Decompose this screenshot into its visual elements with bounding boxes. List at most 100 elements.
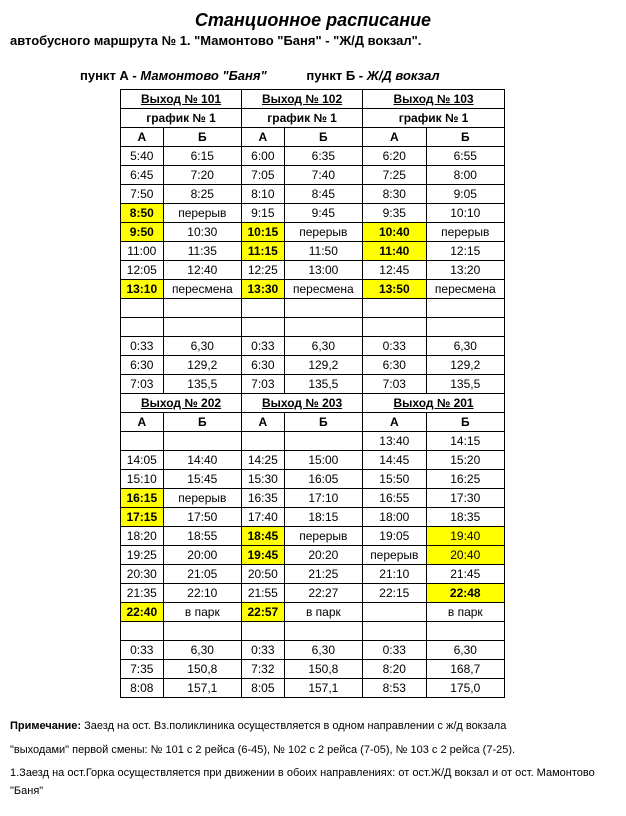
cell: 13:10 (121, 280, 164, 299)
cell: 6:00 (242, 147, 285, 166)
cell: 18:45 (242, 527, 285, 546)
point-b-label: пункт Б - (306, 68, 366, 83)
cell: 16:05 (284, 470, 362, 489)
note-line2: "выходами" первой смены: № 101 с 2 рейса… (10, 742, 616, 760)
cell: 8:53 (363, 679, 426, 698)
cell: 11:00 (121, 242, 164, 261)
cell: 150,8 (163, 660, 241, 679)
cell: 0:33 (121, 641, 164, 660)
cell: 6,30 (426, 641, 504, 660)
cell: 19:45 (242, 546, 285, 565)
cell: 12:40 (163, 261, 241, 280)
cell: 7:03 (121, 375, 164, 394)
cell (284, 318, 362, 337)
cell: А (242, 413, 285, 432)
cell: Б (284, 413, 362, 432)
cell: 21:25 (284, 565, 362, 584)
page-title: Станционное расписание (10, 10, 616, 31)
cell: в парк (284, 603, 362, 622)
cell: 6:45 (121, 166, 164, 185)
cell: 8:30 (363, 185, 426, 204)
cell: Б (426, 413, 504, 432)
cell: 13:30 (242, 280, 285, 299)
cell: 18:15 (284, 508, 362, 527)
cell: 19:05 (363, 527, 426, 546)
cell: 19:40 (426, 527, 504, 546)
cell: 21:05 (163, 565, 241, 584)
cell: 20:40 (426, 546, 504, 565)
cell: 12:25 (242, 261, 285, 280)
cell: 16:35 (242, 489, 285, 508)
cell: 0:33 (363, 641, 426, 660)
cell: 7:20 (163, 166, 241, 185)
cell: 10:15 (242, 223, 285, 242)
cell: график № 1 (121, 109, 242, 128)
cell: Выход № 202 (121, 394, 242, 413)
cell: 20:30 (121, 565, 164, 584)
cell (163, 299, 241, 318)
cell: 157,1 (284, 679, 362, 698)
cell: 15:50 (363, 470, 426, 489)
cell: Выход № 201 (363, 394, 505, 413)
cell (284, 622, 362, 641)
cell: 7:50 (121, 185, 164, 204)
cell: 175,0 (426, 679, 504, 698)
cell: 16:55 (363, 489, 426, 508)
cell: пересмена (163, 280, 241, 299)
cell: перерыв (163, 489, 241, 508)
cell: 19:25 (121, 546, 164, 565)
cell: Выход № 103 (363, 90, 505, 109)
cell: 11:35 (163, 242, 241, 261)
page-subtitle: автобусного маршрута № 1. "Мамонтово "Ба… (10, 33, 616, 48)
cell: 168,7 (426, 660, 504, 679)
cell: 18:35 (426, 508, 504, 527)
point-a-name: Мамонтово "Баня" (140, 68, 266, 83)
cell: 13:40 (363, 432, 426, 451)
cell (426, 318, 504, 337)
cell: 15:20 (426, 451, 504, 470)
cell: А (121, 413, 164, 432)
cell: 129,2 (284, 356, 362, 375)
cell: 17:30 (426, 489, 504, 508)
cell: 16:25 (426, 470, 504, 489)
cell: 22:57 (242, 603, 285, 622)
cell: 15:45 (163, 470, 241, 489)
cell: 17:15 (121, 508, 164, 527)
cell: 129,2 (163, 356, 241, 375)
point-a-label: пункт А - (80, 68, 140, 83)
cell: перерыв (363, 546, 426, 565)
cell: 12:15 (426, 242, 504, 261)
cell: 8:25 (163, 185, 241, 204)
cell: в парк (426, 603, 504, 622)
cell: перерыв (163, 204, 241, 223)
cell: 6:35 (284, 147, 362, 166)
cell: Б (163, 128, 241, 147)
cell: 9:05 (426, 185, 504, 204)
cell: 0:33 (242, 337, 285, 356)
note-line1: Заезд на ост. Вз.поликлиника осуществляе… (84, 720, 506, 732)
cell: 12:05 (121, 261, 164, 280)
cell: 11:15 (242, 242, 285, 261)
cell: 135,5 (163, 375, 241, 394)
cell: перерыв (284, 223, 362, 242)
cell: 6:30 (121, 356, 164, 375)
cell (121, 299, 164, 318)
cell: 9:50 (121, 223, 164, 242)
point-b-name: Ж/Д вокзал (367, 68, 440, 83)
cell: 8:50 (121, 204, 164, 223)
cell: график № 1 (242, 109, 363, 128)
cell: 22:15 (363, 584, 426, 603)
points-row: пункт А - Мамонтово "Баня" пункт Б - Ж/Д… (80, 68, 616, 83)
notes: Примечание: Заезд на ост. Вз.поликлиника… (10, 718, 616, 800)
note-label: Примечание: (10, 720, 84, 732)
cell: 7:35 (121, 660, 164, 679)
cell: 5:40 (121, 147, 164, 166)
cell: 6,30 (284, 641, 362, 660)
cell: А (121, 128, 164, 147)
cell: 11:50 (284, 242, 362, 261)
cell: 7:40 (284, 166, 362, 185)
schedule-table: Выход № 101Выход № 102Выход № 103график … (120, 89, 505, 698)
cell: 9:45 (284, 204, 362, 223)
cell (284, 299, 362, 318)
cell: 18:20 (121, 527, 164, 546)
